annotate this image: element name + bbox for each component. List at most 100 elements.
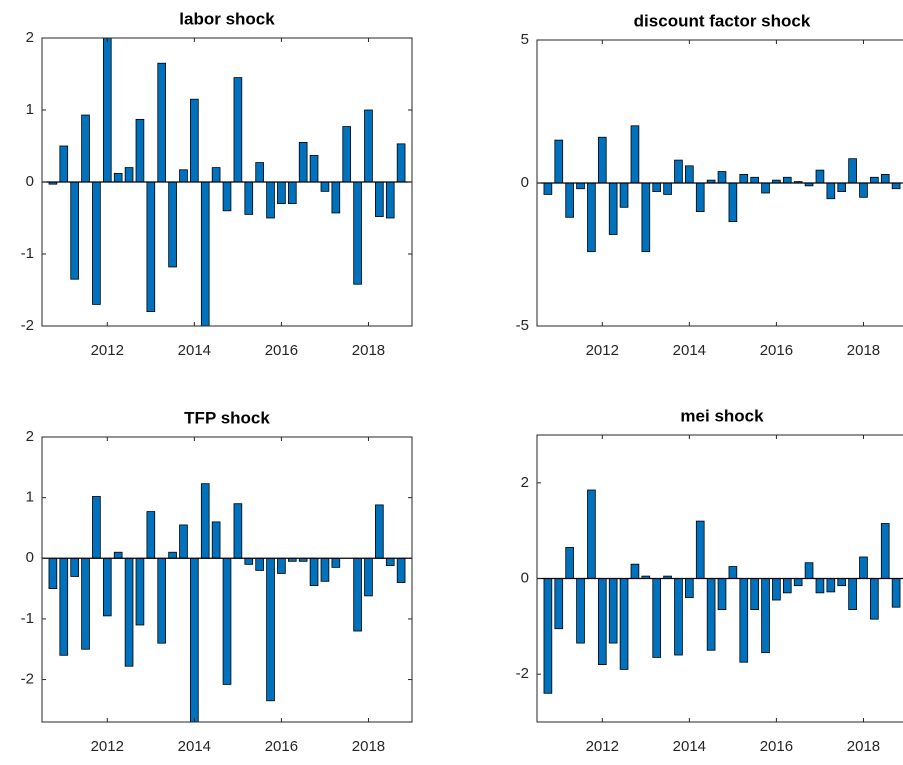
bar xyxy=(815,578,825,594)
axes-box xyxy=(536,434,903,723)
bar xyxy=(92,181,101,305)
bar xyxy=(739,578,749,663)
bar xyxy=(619,578,629,670)
bar xyxy=(146,181,156,313)
bar xyxy=(331,181,341,214)
x-tick-label: 2012 xyxy=(586,738,619,755)
bars xyxy=(543,125,901,253)
bar xyxy=(761,182,770,194)
bar xyxy=(608,182,618,235)
bar xyxy=(277,181,286,205)
bar xyxy=(750,578,759,610)
bar xyxy=(891,578,901,608)
bar xyxy=(92,496,101,559)
bar xyxy=(157,62,167,183)
x-tick-label: 2016 xyxy=(265,738,298,755)
bar xyxy=(587,182,596,253)
bar xyxy=(113,172,123,183)
bar xyxy=(859,182,868,198)
bar xyxy=(739,174,749,184)
bar xyxy=(565,547,574,579)
bar xyxy=(837,578,847,587)
bar xyxy=(870,176,879,184)
bar xyxy=(576,182,585,190)
x-tick-label: 2016 xyxy=(760,738,793,755)
x-tick-label: 2018 xyxy=(352,342,385,359)
y-tick-label: 2 xyxy=(521,474,529,491)
subplot: TFP shock -2 -1 0 1 2 2012 2014 2016 2018 xyxy=(21,408,413,755)
bar xyxy=(113,551,123,559)
bar xyxy=(597,136,607,184)
bar xyxy=(102,557,112,617)
bar xyxy=(135,118,145,183)
bar xyxy=(70,557,79,577)
bar xyxy=(597,578,607,665)
bar xyxy=(880,523,890,579)
bar xyxy=(815,169,825,184)
x-tick-label: 2018 xyxy=(352,738,385,755)
bar xyxy=(309,557,319,586)
x-tick-label: 2018 xyxy=(847,342,880,359)
subplot: mei shock -2 0 2 2012 2014 2016 2018 xyxy=(516,406,903,755)
bar xyxy=(190,98,199,183)
bar xyxy=(652,182,662,192)
bar xyxy=(826,578,836,593)
bar xyxy=(793,578,803,587)
bar xyxy=(619,182,629,208)
bar xyxy=(750,176,759,184)
bar xyxy=(146,511,156,559)
bar xyxy=(222,181,232,212)
y-tick-label: 0 xyxy=(521,174,529,191)
y-tick-label: -1 xyxy=(21,245,34,262)
bar xyxy=(244,557,254,565)
bar xyxy=(331,557,341,568)
bar xyxy=(375,181,384,217)
bar xyxy=(277,557,286,574)
y-tick-label: -5 xyxy=(516,317,529,334)
subplot-title: mei shock xyxy=(680,406,764,425)
bar xyxy=(706,578,716,651)
bar xyxy=(576,578,585,644)
bar xyxy=(543,182,553,195)
bar xyxy=(211,521,221,559)
bar xyxy=(298,141,308,183)
bar xyxy=(630,125,640,184)
bar xyxy=(782,176,792,184)
bar xyxy=(685,165,694,184)
bar xyxy=(630,563,640,579)
bar xyxy=(826,182,836,200)
bar xyxy=(859,556,868,579)
bar xyxy=(222,557,232,685)
bar xyxy=(685,578,694,599)
bar xyxy=(674,159,683,184)
bar xyxy=(342,126,352,183)
bar xyxy=(554,139,564,184)
bar xyxy=(244,181,254,215)
bar xyxy=(837,182,847,192)
bar xyxy=(761,578,770,654)
subplot-title: discount factor shock xyxy=(634,11,811,30)
x-tick-label: 2012 xyxy=(91,342,124,359)
bar xyxy=(587,489,596,579)
bar xyxy=(554,578,564,630)
axes-box xyxy=(536,39,903,327)
bar xyxy=(287,181,297,205)
bar xyxy=(124,167,134,183)
bar xyxy=(255,162,264,183)
x-tick-label: 2018 xyxy=(847,738,880,755)
subplot: labor shock -2 -1 0 1 2 2012 2014 2016 2018 xyxy=(21,9,413,359)
y-tick-label: 2 xyxy=(26,428,34,445)
bar xyxy=(309,154,319,183)
bar xyxy=(70,181,79,280)
subplot-title: labor shock xyxy=(179,9,275,28)
bar xyxy=(880,174,890,184)
y-tick-label: 1 xyxy=(26,101,34,118)
y-tick-label: 0 xyxy=(521,569,529,586)
y-tick-label: 1 xyxy=(26,489,34,506)
bar xyxy=(179,169,188,183)
x-tick-label: 2016 xyxy=(265,342,298,359)
bar xyxy=(81,557,90,650)
x-tick-label: 2014 xyxy=(673,738,706,755)
